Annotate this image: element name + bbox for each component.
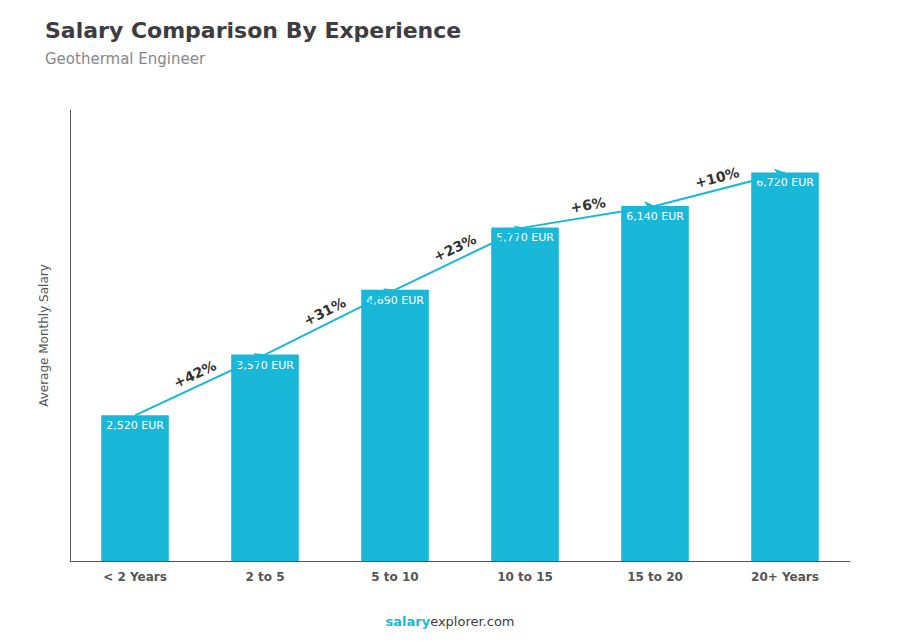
svg-text:5 to 10: 5 to 10 (371, 570, 418, 584)
svg-text:4,690 EUR: 4,690 EUR (366, 293, 424, 307)
svg-text:6,140 EUR: 6,140 EUR (626, 210, 684, 223)
svg-text:Geothermal Engineer: Geothermal Engineer (45, 50, 206, 68)
svg-text:+31%: +31% (301, 294, 349, 328)
svg-text:< 2 Years: < 2 Years (103, 570, 167, 584)
svg-text:2 to 5: 2 to 5 (245, 570, 284, 584)
svg-text:5,770 EUR: 5,770 EUR (496, 231, 554, 245)
svg-text:3,570 EUR: 3,570 EUR (236, 358, 294, 372)
svg-text:Average Monthly Salary: Average Monthly Salary (37, 264, 51, 407)
svg-text:Salary Comparison By Experienc: Salary Comparison By Experience (45, 18, 461, 43)
svg-text:+10%: +10% (693, 164, 741, 191)
svg-text:2,520 EUR: 2,520 EUR (106, 419, 164, 432)
svg-text:+23%: +23% (431, 231, 479, 265)
svg-text:+42%: +42% (171, 357, 219, 391)
svg-text:15 to 20: 15 to 20 (627, 570, 683, 584)
svg-text:salary: salary (385, 614, 430, 629)
svg-text:explorer.com: explorer.com (430, 614, 514, 629)
svg-text:20+ Years: 20+ Years (751, 570, 819, 584)
svg-text:10 to 15: 10 to 15 (497, 570, 553, 584)
svg-text:6,720 EUR: 6,720 EUR (756, 176, 814, 190)
svg-text:+6%: +6% (569, 194, 607, 216)
